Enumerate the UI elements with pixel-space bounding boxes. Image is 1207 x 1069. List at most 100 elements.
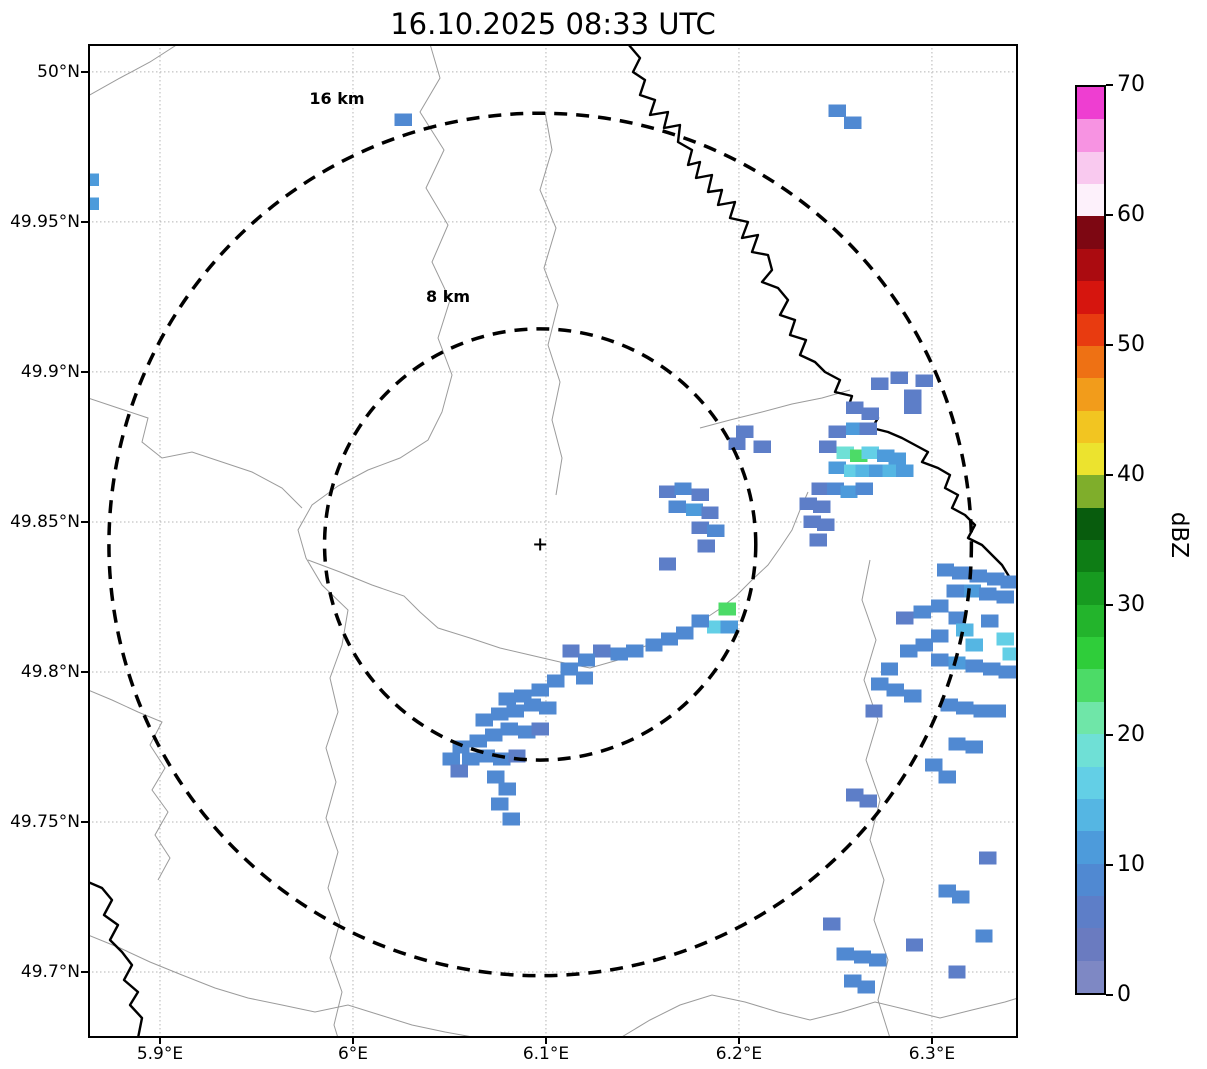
y-axis-tick <box>81 71 88 73</box>
radar-cell <box>531 683 549 697</box>
map-boundary-line <box>539 111 563 496</box>
range-ring-label: 16 km <box>309 89 364 108</box>
radar-cell <box>720 620 738 634</box>
radar-cell <box>523 698 542 712</box>
radar-cell <box>809 533 827 547</box>
colorbar-band <box>1077 378 1104 411</box>
radar-cell <box>846 788 864 802</box>
radar-cell <box>500 722 518 736</box>
x-tick-label: 6.1°E <box>522 1044 570 1064</box>
map-boundary-line <box>88 44 179 97</box>
colorbar-band <box>1077 475 1104 508</box>
radar-cell <box>1000 575 1018 589</box>
colorbar-band <box>1077 507 1104 541</box>
radar-map-svg: 16 km 8 km <box>88 44 1018 1038</box>
radar-cell <box>658 485 677 499</box>
chart-title: 16.10.2025 08:33 UTC <box>390 7 716 41</box>
radar-cell <box>969 569 987 583</box>
radar-cell <box>498 692 517 706</box>
radar-cell <box>930 599 949 613</box>
radar-cell <box>952 890 970 904</box>
y-axis-tick <box>81 371 88 373</box>
radar-cell <box>736 425 754 439</box>
colorbar-band <box>1077 410 1104 443</box>
colorbar-tick-label: 70 <box>1117 72 1145 97</box>
radar-cell <box>903 389 922 403</box>
colorbar-tick <box>1106 474 1113 476</box>
plot-border <box>88 44 1018 1038</box>
radar-cell <box>828 461 847 475</box>
colorbar-band <box>1077 184 1104 217</box>
radar-cell <box>674 482 692 496</box>
radar-cell <box>948 656 966 670</box>
radar-cell <box>936 563 955 577</box>
map-boundary-line <box>699 389 851 429</box>
radar-cell <box>903 689 922 703</box>
radar-cell <box>965 659 984 673</box>
radar-cell <box>531 722 549 736</box>
colorbar-tick-label: 0 <box>1117 982 1131 1007</box>
radar-cell <box>691 488 710 502</box>
colorbar-tick-label: 20 <box>1117 722 1145 747</box>
radar-cell <box>668 500 686 514</box>
radar-cell <box>490 797 509 811</box>
colorbar-tick-label: 50 <box>1117 332 1145 357</box>
radar-cell <box>485 728 503 742</box>
x-axis-tick <box>738 1038 740 1044</box>
colorbar-tick-label: 30 <box>1117 592 1145 617</box>
radar-cell <box>593 644 611 658</box>
radar-cell <box>819 440 837 454</box>
radar-cell <box>701 506 719 520</box>
range-ring-label: 8 km <box>426 287 470 306</box>
radar-cell <box>660 632 679 646</box>
colorbar-band <box>1077 701 1104 735</box>
y-axis-tick <box>81 521 88 523</box>
radar-cell <box>475 713 493 727</box>
x-axis-tick <box>159 1038 161 1044</box>
x-axis-tick <box>352 1038 354 1044</box>
radar-cell <box>986 572 1005 586</box>
colorbar-band <box>1077 766 1104 799</box>
radar-cell <box>840 485 858 499</box>
plot-area: 16 km 8 km <box>88 44 1018 1038</box>
y-tick-label: 49.8°N <box>20 661 80 682</box>
colorbar-tick <box>1106 344 1113 346</box>
radar-cell <box>442 752 461 766</box>
radar-cell <box>836 446 854 460</box>
radar-cell <box>811 482 829 496</box>
radar-cell <box>753 440 771 454</box>
radar-cell <box>925 758 943 772</box>
radar-cell <box>981 614 999 628</box>
colorbar-tick <box>1106 214 1113 216</box>
radar-cell <box>844 974 862 988</box>
colorbar-band <box>1077 604 1104 638</box>
colorbar <box>1075 85 1106 995</box>
radar-cell <box>817 518 835 532</box>
colorbar-band <box>1077 572 1104 605</box>
radar-cell <box>822 917 841 931</box>
radar-cell <box>890 371 908 385</box>
radar-cell <box>676 626 694 640</box>
radar-cell <box>930 629 949 643</box>
radar-cell <box>610 647 628 661</box>
radar-cell <box>861 407 879 421</box>
map-boundary-line <box>88 934 479 1038</box>
radar-cell <box>707 524 725 538</box>
country-border-line <box>88 880 144 1038</box>
radar-cell <box>915 374 933 388</box>
radar-cell <box>869 953 887 967</box>
radar-cell <box>996 590 1014 604</box>
colorbar-tick-label: 60 <box>1117 202 1145 227</box>
radar-cell <box>956 701 974 715</box>
colorbar-band <box>1077 345 1104 379</box>
colorbar-band <box>1077 248 1104 282</box>
colorbar-band <box>1077 863 1104 896</box>
radar-cell <box>988 704 1007 718</box>
radar-cell <box>896 464 914 478</box>
radar-cell <box>844 116 862 130</box>
radar-cell <box>865 704 883 718</box>
y-tick-label: 49.9°N <box>20 361 80 382</box>
radar-cell <box>930 653 949 667</box>
radar-cell <box>813 500 831 514</box>
colorbar-band <box>1077 216 1104 249</box>
